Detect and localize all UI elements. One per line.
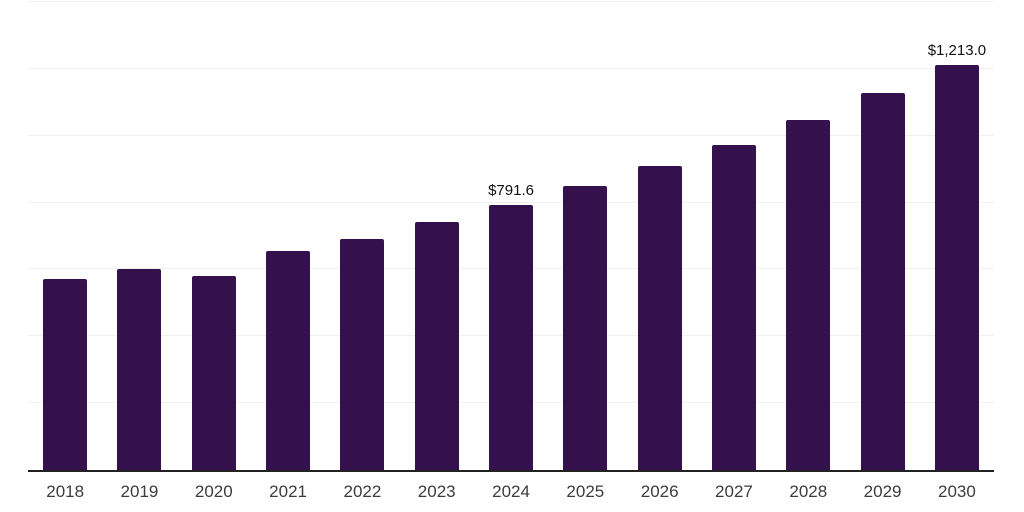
x-tick-label-2025: 2025 (566, 482, 605, 501)
bar-2021 (266, 251, 311, 470)
bar-slot-2027 (697, 2, 771, 470)
bar-2024 (489, 205, 534, 470)
bar-slot-2025 (548, 2, 622, 470)
bar-2018 (43, 278, 88, 470)
bar-slot-2023 (400, 2, 474, 470)
data-label-2024: $791.6 (488, 182, 534, 200)
bar-slot-2030: $1,213.0 (920, 2, 994, 470)
data-label-2030: $1,213.0 (927, 41, 987, 59)
bar-slot-2028 (771, 2, 845, 470)
bar-2028 (786, 120, 831, 470)
bar-slot-2022 (325, 2, 399, 470)
x-axis-tick-labels: 2018 2019 2020 2021 2022 2023 2024 2025 2026 2027… (28, 482, 994, 502)
bar-2025 (563, 185, 608, 470)
x-tick-label-2023: 2023 (417, 482, 456, 501)
bar-slot-2024: $791.6 (474, 2, 548, 470)
bar-slot-2018 (28, 2, 102, 470)
x-tick-label-2029: 2029 (863, 482, 902, 501)
gridline-1200 (28, 67, 994, 69)
x-tick-label-2024: 2024 (492, 482, 530, 501)
bar-slot-2020 (177, 2, 251, 470)
x-axis-line (28, 470, 994, 472)
gridline-800 (28, 201, 994, 203)
x-tick-label-2019: 2019 (120, 482, 159, 501)
bar-2023 (414, 221, 459, 470)
bar-slot-2021 (251, 2, 325, 470)
x-tick-label-2020: 2020 (194, 482, 233, 501)
x-tick-label-2028: 2028 (789, 482, 828, 501)
bar-slot-2019 (102, 2, 176, 470)
x-tick-label-2018: 2018 (46, 482, 85, 501)
bar-2026 (637, 166, 682, 470)
bar-slot-2026 (623, 2, 697, 470)
x-tick-label-2021: 2021 (269, 482, 307, 501)
bar-2020 (191, 276, 236, 470)
x-tick-label-2022: 2022 (343, 482, 382, 501)
bar-slot-2029 (845, 2, 919, 470)
bar-2022 (340, 238, 385, 470)
bars-container: $791.6 $1,213.0 (28, 2, 994, 470)
bar-2029 (860, 93, 905, 470)
gridline-1400 (28, 1, 994, 2)
gridline-1000 (28, 134, 994, 136)
x-tick-label-2030: 2030 (937, 482, 976, 501)
bar-2019 (117, 269, 162, 470)
x-tick-label-2026: 2026 (640, 482, 679, 501)
bar-2030 (934, 64, 979, 470)
plot-area: $791.6 $1,213.0 (28, 1, 994, 472)
bar-2027 (711, 145, 756, 470)
x-tick-label-2027: 2027 (715, 482, 753, 501)
